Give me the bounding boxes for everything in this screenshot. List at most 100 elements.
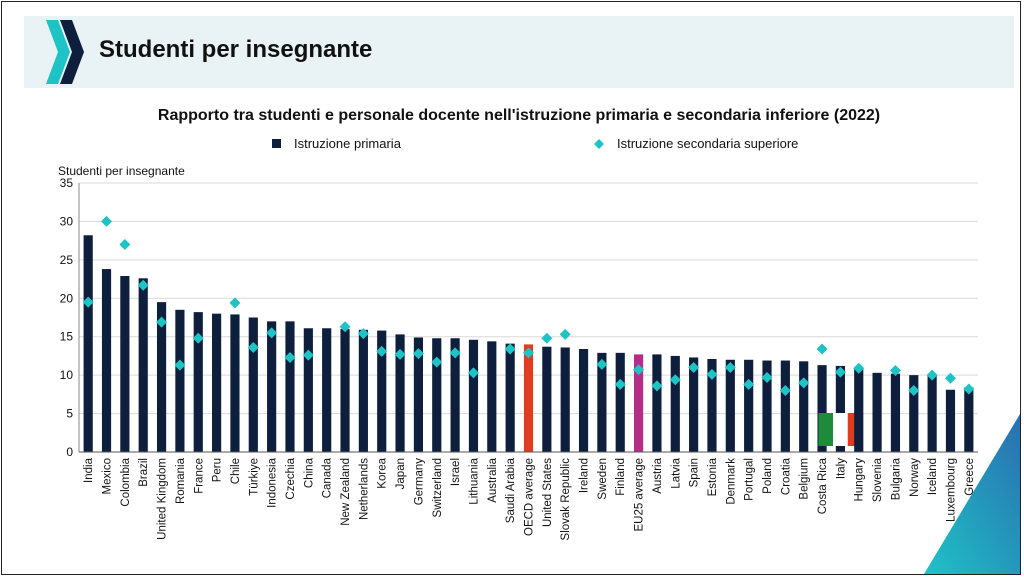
category-label-united-states: United States [542,458,554,527]
category-label-france: France [193,458,205,494]
category-label-greece: Greece [964,458,976,496]
bar-indonesia [267,321,277,452]
category-label-austria: Austria [652,457,664,493]
bar-australia [487,341,497,452]
bar-hungary [854,367,864,452]
y-tick-label: 35 [60,176,74,190]
point-iceland [926,369,938,381]
point-colombia [119,238,131,250]
category-label-sweden: Sweden [597,458,609,500]
oecd-logo-icon [46,20,84,84]
category-label-china: China [303,457,315,488]
point-germany [412,348,424,360]
bar-switzerland [432,338,442,452]
point-portugal [743,378,755,390]
category-label-belgium: Belgium [799,458,811,500]
category-label-saudi-arabia: Saudi Arabia [505,457,517,523]
point-spain [688,361,700,373]
category-label-switzerland: Switzerland [432,458,444,517]
header-band [24,16,1014,88]
bar-peru [212,313,222,452]
bar-israel [450,338,460,452]
category-label-chile: Chile [230,458,242,484]
category-label-israel: Israel [450,458,462,486]
category-label-norway: Norway [909,458,921,497]
bar-japan [395,334,405,452]
bar-canada [322,328,332,452]
point-costa-rica [816,343,828,355]
bar-netherlands [358,329,368,452]
bar-estonia [707,359,717,452]
y-axis-label: Studenti per insegnante [58,164,185,178]
y-tick-label: 15 [60,330,74,344]
bar-czechia [285,321,295,452]
point-chile [229,297,241,309]
point-series [82,215,975,397]
point-luxembourg [944,372,956,384]
category-label-t-rkiye: Türkiye [248,458,260,496]
legend: Istruzione primaria Istruzione secondaria… [272,136,798,151]
legend-swatch-primary [272,139,281,148]
bar-united-states [542,346,552,452]
point-brazil [137,279,149,291]
bar-china [303,328,313,452]
bar-spain [689,357,699,452]
category-label-oecd-average: OECD average [524,458,536,536]
category-label-brazil: Brazil [138,458,150,487]
bar-finland [615,352,625,452]
bar-iceland [927,374,937,452]
category-label-luxembourg: Luxembourg [945,458,957,522]
category-label-ireland: Ireland [579,458,591,493]
point-italy [834,366,846,378]
bar-oecd-average [523,344,534,452]
legend-swatch-secondary [594,139,604,149]
point-israel [449,347,461,359]
point-t-rkiye [247,341,259,353]
bar-france [193,312,203,452]
y-tick-label: 10 [60,368,74,382]
bar-eu25-average [633,354,644,452]
bar-germany [413,337,424,452]
point-united-states [541,332,553,344]
category-labels: India Mexico Colombia Brazil United Kingdom R… [83,457,976,540]
category-label-japan: Japan [395,458,407,489]
bar-mexico [101,269,112,452]
category-label-new-zealand: New Zealand [340,458,352,526]
point-saudi-arabia [504,343,516,355]
point-new-zealand [339,321,351,333]
point-france [192,332,204,344]
category-label-eu25-average: EU25 average [634,458,646,532]
legend-label-secondary: Istruzione secondaria superiore [617,136,798,151]
y-tick-label: 0 [66,445,73,459]
point-denmark [724,361,736,373]
point-estonia [706,368,718,380]
point-japan [394,348,406,360]
category-label-spain: Spain [689,458,701,487]
y-tick-label: 20 [60,291,74,305]
point-finland [614,378,626,390]
bar-costa-rica [817,365,827,452]
corner-decoration [924,414,1020,574]
bar-korea [377,330,387,452]
bar-brazil [138,278,148,452]
category-label-croatia: Croatia [780,457,792,495]
category-label-indonesia: Indonesia [267,457,279,507]
bar-portugal [744,359,754,452]
bar-denmark [725,359,735,452]
category-label-australia: Australia [487,457,499,502]
bar-sweden [597,352,607,452]
bar-united-kingdom [156,302,167,452]
bar-saudi-arabia [505,343,515,452]
category-label-italy: Italy [835,458,847,479]
y-tick-label: 25 [60,253,74,267]
point-slovak-republic [559,328,571,340]
category-label-india: India [83,457,95,483]
point-oecd-average [523,347,534,359]
bar-austria [652,354,662,452]
bar-india [83,235,93,452]
category-label-bulgaria: Bulgaria [890,457,902,500]
category-label-romania: Romania [175,457,187,504]
category-label-iceland: Iceland [927,458,939,495]
legend-label-primary: Istruzione primaria [294,136,402,151]
